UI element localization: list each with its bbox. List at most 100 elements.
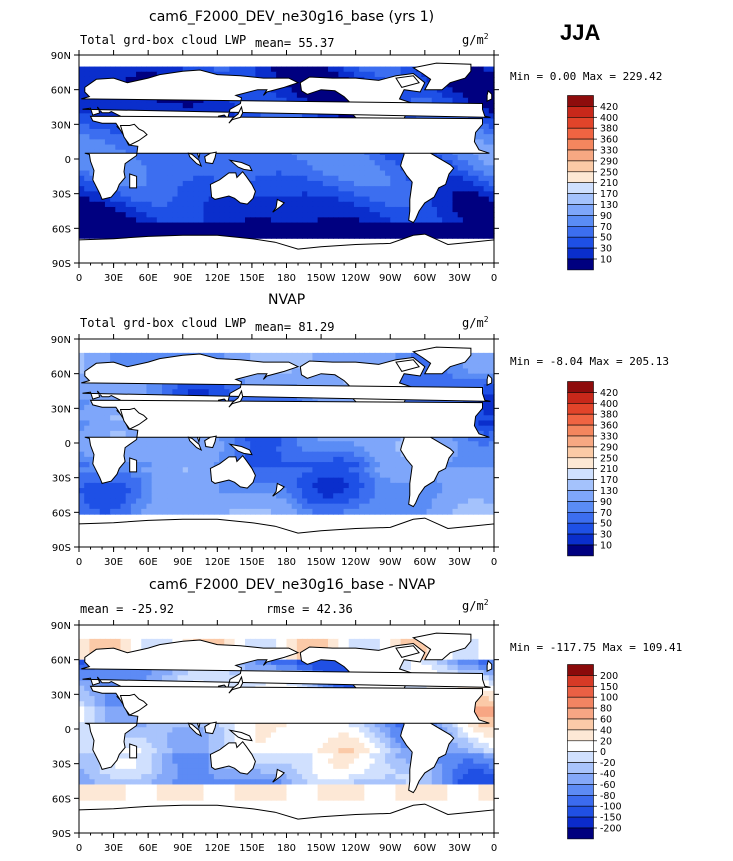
mean-label: mean= 55.37 — [255, 36, 335, 50]
colorbar-swatch — [567, 805, 594, 818]
lon-tick-label: 120W — [341, 557, 370, 568]
colorbar-label: -80 — [600, 791, 616, 802]
panel-title: cam6_F2000_DEV_ne30g16_base - NVAP — [149, 577, 436, 593]
land-baffin — [395, 75, 420, 88]
land-new-guinea — [228, 443, 253, 456]
lon-tick-label: 0 — [491, 273, 497, 284]
lon-tick-label: 0 — [76, 273, 82, 284]
variable-label: Total grd-box cloud LWP — [80, 33, 247, 47]
colorbar-label: 30 — [600, 244, 612, 255]
colorbar-label: 90 — [600, 211, 612, 222]
colorbar-label: 130 — [600, 200, 618, 211]
land-australia — [209, 454, 256, 489]
land-madagascar — [129, 173, 138, 189]
land-new-zealand — [272, 482, 286, 497]
land-borneo — [204, 721, 217, 735]
land-new-zealand — [272, 768, 286, 783]
lon-tick-label: 30W — [448, 273, 471, 284]
colorbar-swatch — [567, 696, 594, 709]
colorbar-label: 210 — [600, 464, 618, 475]
lat-tick-label: 30S — [52, 760, 71, 771]
land-arabia — [119, 407, 148, 430]
rmse-label: rmse = 42.36 — [266, 602, 353, 616]
lon-tick-label: 0 — [76, 843, 82, 854]
colorbar-label: 360 — [600, 135, 618, 146]
colorbar-label: 330 — [600, 432, 618, 443]
land-australia — [209, 740, 256, 775]
land-arabia — [119, 123, 148, 146]
lon-tick-label: 60W — [414, 273, 437, 284]
lat-tick-label: 90S — [52, 829, 71, 840]
lat-tick-label: 90N — [51, 51, 71, 62]
land-arabia — [119, 693, 148, 716]
season-label: JJA — [560, 20, 601, 45]
colorbar-label: 170 — [600, 189, 618, 200]
colorbar: 420 400 380 360 330 290 250 210 170 130 90 70 50 30 10 — [567, 95, 647, 277]
land-south-america — [400, 429, 455, 508]
lon-tick-label: 180 — [277, 843, 296, 854]
lon-tick-label: 30E — [104, 273, 123, 284]
lon-tick-label: 150E — [239, 557, 264, 568]
colorbar-swatch — [567, 773, 594, 785]
colorbar-label: 60 — [600, 715, 612, 726]
lat-tick-label: 60S — [52, 794, 71, 805]
colorbar-label: 380 — [600, 410, 618, 421]
land-africa — [84, 399, 490, 484]
colorbar-swatch — [567, 795, 594, 807]
lon-tick-label: 90E — [173, 557, 192, 568]
lat-tick-label: 60S — [52, 508, 71, 519]
colorbar-label: 50 — [600, 519, 612, 530]
lon-tick-label: 90E — [173, 273, 192, 284]
land-africa — [84, 115, 490, 200]
lat-tick-label: 30N — [51, 404, 71, 415]
land-japan — [228, 105, 244, 124]
lon-tick-label: 30E — [104, 843, 123, 854]
colorbar-label: 50 — [600, 233, 612, 244]
units-label: g/m2 — [462, 32, 489, 47]
lon-tick-label: 150E — [239, 273, 264, 284]
lat-tick-label: 90N — [51, 335, 71, 346]
colorbar-label: 210 — [600, 178, 618, 189]
land-sumatra — [187, 436, 203, 451]
colorbar-label: 420 — [600, 102, 618, 113]
lon-tick-label: 180 — [277, 273, 296, 284]
mean-label: mean= 81.29 — [255, 320, 335, 334]
lat-tick-label: 0 — [65, 155, 71, 166]
colorbar-label: 70 — [600, 222, 612, 233]
land-borneo — [204, 435, 217, 449]
land-south-america — [400, 145, 455, 224]
colorbar-label: 380 — [600, 124, 618, 135]
lat-tick-label: 90S — [52, 259, 71, 270]
land-new-guinea — [228, 729, 253, 742]
colorbar-swatch — [567, 751, 594, 763]
lat-tick-label: 30N — [51, 120, 71, 131]
lon-tick-label: 60E — [139, 557, 158, 568]
lon-tick-label: 30W — [448, 843, 471, 854]
colorbar-label: 400 — [600, 399, 618, 410]
land-uk — [486, 373, 493, 387]
land-baffin — [395, 645, 420, 658]
colorbar-label: 420 — [600, 388, 618, 399]
coastlines — [78, 632, 495, 834]
land-new-guinea — [228, 159, 253, 172]
min-max-label: Min = -117.75 Max = 109.41 — [510, 641, 683, 654]
colorbar-label: 20 — [600, 736, 612, 747]
land-baffin — [395, 359, 420, 372]
lon-tick-label: 180 — [277, 557, 296, 568]
units-label: g/m2 — [462, 315, 489, 330]
lon-tick-label: 0 — [491, 843, 497, 854]
coastlines — [78, 62, 495, 264]
colorbar-swatch — [567, 544, 594, 557]
colorbar-label: -200 — [600, 824, 622, 835]
land-antarctica — [78, 803, 495, 834]
lon-tick-label: 150W — [307, 273, 336, 284]
colorbar-label: 80 — [600, 704, 612, 715]
colorbar-swatch — [567, 784, 594, 796]
min-max-label: Min = -8.04 Max = 205.13 — [510, 355, 669, 368]
colorbar-label: 150 — [600, 682, 618, 693]
lon-tick-label: 120E — [205, 843, 230, 854]
lat-tick-label: 60N — [51, 370, 71, 381]
